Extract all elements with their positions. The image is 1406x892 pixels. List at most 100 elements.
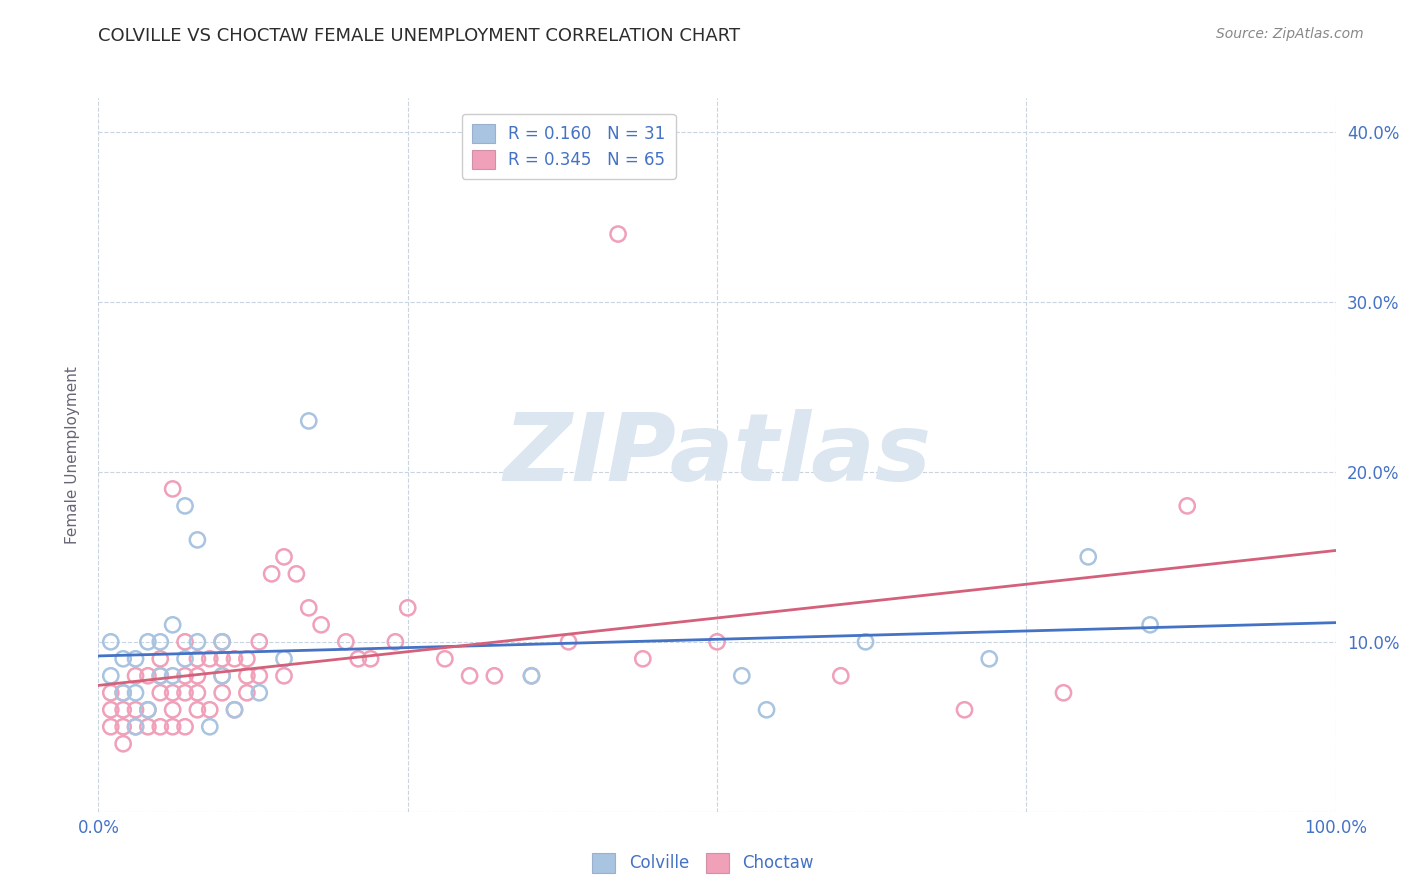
Point xyxy=(1077,549,1099,564)
Point xyxy=(458,669,481,683)
Point xyxy=(260,566,283,581)
Point xyxy=(112,703,135,717)
Point xyxy=(273,652,295,666)
Point xyxy=(360,652,382,666)
Point xyxy=(557,635,579,649)
Point xyxy=(236,652,259,666)
Point xyxy=(100,686,122,700)
Point xyxy=(211,635,233,649)
Point xyxy=(162,482,184,496)
Point xyxy=(309,617,332,632)
Point xyxy=(211,669,233,683)
Point xyxy=(384,635,406,649)
Point xyxy=(186,686,208,700)
Point xyxy=(520,669,543,683)
Point xyxy=(433,652,456,666)
Point xyxy=(247,686,270,700)
Point xyxy=(607,227,630,241)
Point xyxy=(112,686,135,700)
Point xyxy=(211,669,233,683)
Point xyxy=(285,566,308,581)
Point xyxy=(186,652,208,666)
Point xyxy=(149,669,172,683)
Point xyxy=(186,533,208,547)
Point xyxy=(100,703,122,717)
Point xyxy=(136,720,159,734)
Point xyxy=(706,635,728,649)
Point xyxy=(198,652,221,666)
Point xyxy=(855,635,877,649)
Point xyxy=(162,669,184,683)
Point xyxy=(124,703,146,717)
Point xyxy=(236,686,259,700)
Point xyxy=(1052,686,1074,700)
Point xyxy=(149,720,172,734)
Point xyxy=(136,703,159,717)
Point xyxy=(174,652,197,666)
Point xyxy=(211,652,233,666)
Point xyxy=(273,549,295,564)
Point xyxy=(198,703,221,717)
Y-axis label: Female Unemployment: Female Unemployment xyxy=(65,366,80,544)
Point xyxy=(174,669,197,683)
Point xyxy=(247,635,270,649)
Point xyxy=(112,652,135,666)
Point xyxy=(124,652,146,666)
Point xyxy=(100,635,122,649)
Point xyxy=(198,720,221,734)
Legend: Colville, Choctaw: Colville, Choctaw xyxy=(585,847,821,880)
Point xyxy=(112,737,135,751)
Point xyxy=(298,414,321,428)
Point xyxy=(124,686,146,700)
Point xyxy=(174,499,197,513)
Point xyxy=(100,669,122,683)
Point xyxy=(100,720,122,734)
Point xyxy=(162,617,184,632)
Point xyxy=(236,669,259,683)
Point xyxy=(953,703,976,717)
Point xyxy=(136,669,159,683)
Point xyxy=(162,703,184,717)
Point xyxy=(1175,499,1198,513)
Point xyxy=(520,669,543,683)
Point xyxy=(335,635,357,649)
Point xyxy=(149,686,172,700)
Point xyxy=(112,720,135,734)
Point xyxy=(124,720,146,734)
Point xyxy=(211,635,233,649)
Point xyxy=(149,669,172,683)
Point xyxy=(186,703,208,717)
Point xyxy=(298,600,321,615)
Point xyxy=(755,703,778,717)
Point xyxy=(273,669,295,683)
Point xyxy=(484,669,506,683)
Point xyxy=(136,703,159,717)
Point xyxy=(979,652,1001,666)
Point xyxy=(149,652,172,666)
Point xyxy=(136,635,159,649)
Point xyxy=(396,600,419,615)
Point xyxy=(1139,617,1161,632)
Point xyxy=(174,635,197,649)
Point xyxy=(112,686,135,700)
Point xyxy=(162,720,184,734)
Point xyxy=(211,686,233,700)
Point xyxy=(186,669,208,683)
Point xyxy=(631,652,654,666)
Text: Source: ZipAtlas.com: Source: ZipAtlas.com xyxy=(1216,27,1364,41)
Text: COLVILLE VS CHOCTAW FEMALE UNEMPLOYMENT CORRELATION CHART: COLVILLE VS CHOCTAW FEMALE UNEMPLOYMENT … xyxy=(98,27,741,45)
Point xyxy=(186,635,208,649)
Point xyxy=(247,669,270,683)
Point xyxy=(830,669,852,683)
Point xyxy=(174,686,197,700)
Point xyxy=(124,669,146,683)
Legend: R = 0.160   N = 31, R = 0.345   N = 65: R = 0.160 N = 31, R = 0.345 N = 65 xyxy=(461,113,675,178)
Point xyxy=(347,652,370,666)
Point xyxy=(224,652,246,666)
Point xyxy=(731,669,754,683)
Point xyxy=(174,720,197,734)
Point xyxy=(224,703,246,717)
Point xyxy=(162,686,184,700)
Point xyxy=(124,720,146,734)
Text: ZIPatlas: ZIPatlas xyxy=(503,409,931,501)
